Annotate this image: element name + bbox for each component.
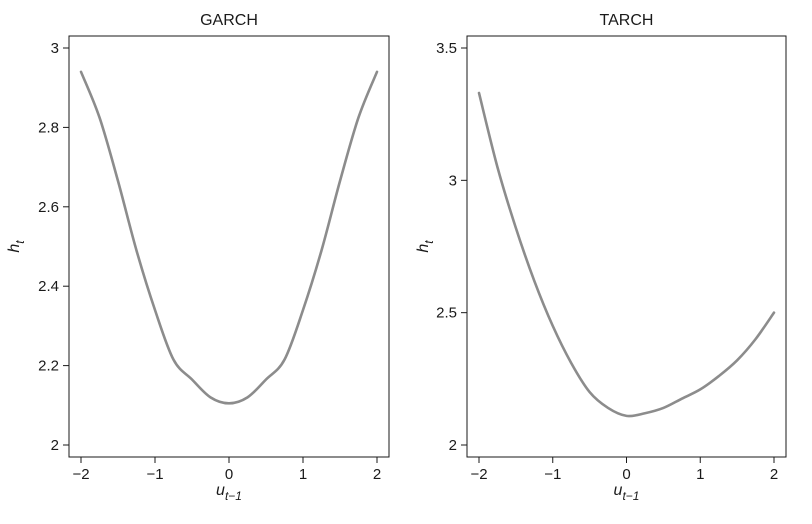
y-tick-label: 2 (449, 437, 457, 454)
series-line (79, 70, 379, 405)
y-tick-label: 2.6 (38, 199, 59, 216)
x-tick-label: 0 (225, 466, 233, 483)
data-point (302, 309, 304, 311)
x-tick-label: 1 (299, 466, 307, 483)
chart-title: TARCH (600, 12, 654, 29)
data-point (320, 249, 322, 251)
data-point (339, 180, 341, 182)
data-point (80, 71, 82, 73)
x-axis-label: ut−1 (216, 482, 242, 503)
chart-panel-2: TARCH −2 −1 0 1 2 2 2.5 3 3.5 ut−1 ht (415, 12, 787, 503)
data-point (376, 71, 378, 73)
data-point (773, 311, 775, 313)
data-point (209, 396, 211, 398)
y-tick-label: 2.4 (38, 278, 59, 295)
x-tick-label: 2 (770, 466, 778, 483)
data-point (135, 249, 137, 251)
data-point (191, 378, 193, 380)
y-tick-label: 2.5 (436, 305, 457, 322)
chart-title: GARCH (200, 12, 258, 29)
chart-panel-1: GARCH −2 −1 0 1 2 2 2.2 2.4 2.6 2.8 3 ut−1 ht (6, 12, 390, 503)
data-point (625, 415, 627, 417)
x-tick-label: 0 (622, 466, 630, 483)
x-tick-label: 1 (696, 466, 704, 483)
series-line (477, 91, 776, 418)
data-point (736, 359, 738, 361)
y-tick-label: 2 (51, 437, 59, 454)
data-point (265, 378, 267, 380)
data-point (246, 396, 248, 398)
y-tick-label: 3 (449, 172, 457, 189)
y-tick-label: 3.5 (436, 40, 457, 57)
y-axis-label: ht (6, 240, 27, 253)
data-point (228, 402, 230, 404)
data-point (754, 338, 756, 340)
plot-frame (68, 35, 390, 458)
data-point (607, 407, 609, 409)
data-point (172, 358, 174, 360)
data-point (644, 412, 646, 414)
data-point (681, 397, 683, 399)
data-point (570, 362, 572, 364)
x-tick-label: −2 (470, 466, 487, 483)
data-point (154, 309, 156, 311)
data-point (357, 116, 359, 118)
data-point (496, 166, 498, 168)
y-axis-label: ht (415, 240, 436, 253)
data-point (552, 325, 554, 327)
data-point (478, 92, 480, 94)
data-point (588, 391, 590, 393)
x-tick-label: −1 (146, 466, 163, 483)
data-point (283, 358, 285, 360)
data-point (515, 227, 517, 229)
data-point (117, 180, 119, 182)
x-axis-label: ut−1 (614, 482, 640, 503)
data-point (717, 375, 719, 377)
data-point (98, 116, 100, 118)
x-tick-label: −2 (72, 466, 89, 483)
data-point (662, 407, 664, 409)
y-tick-label: 2.2 (38, 358, 59, 375)
plot-frame (466, 35, 787, 458)
x-tick-label: 2 (373, 466, 381, 483)
data-point (699, 388, 701, 390)
y-tick-label: 3 (51, 40, 59, 57)
y-tick-label: 2.8 (38, 119, 59, 136)
data-point (533, 280, 535, 282)
x-tick-label: −1 (544, 466, 561, 483)
